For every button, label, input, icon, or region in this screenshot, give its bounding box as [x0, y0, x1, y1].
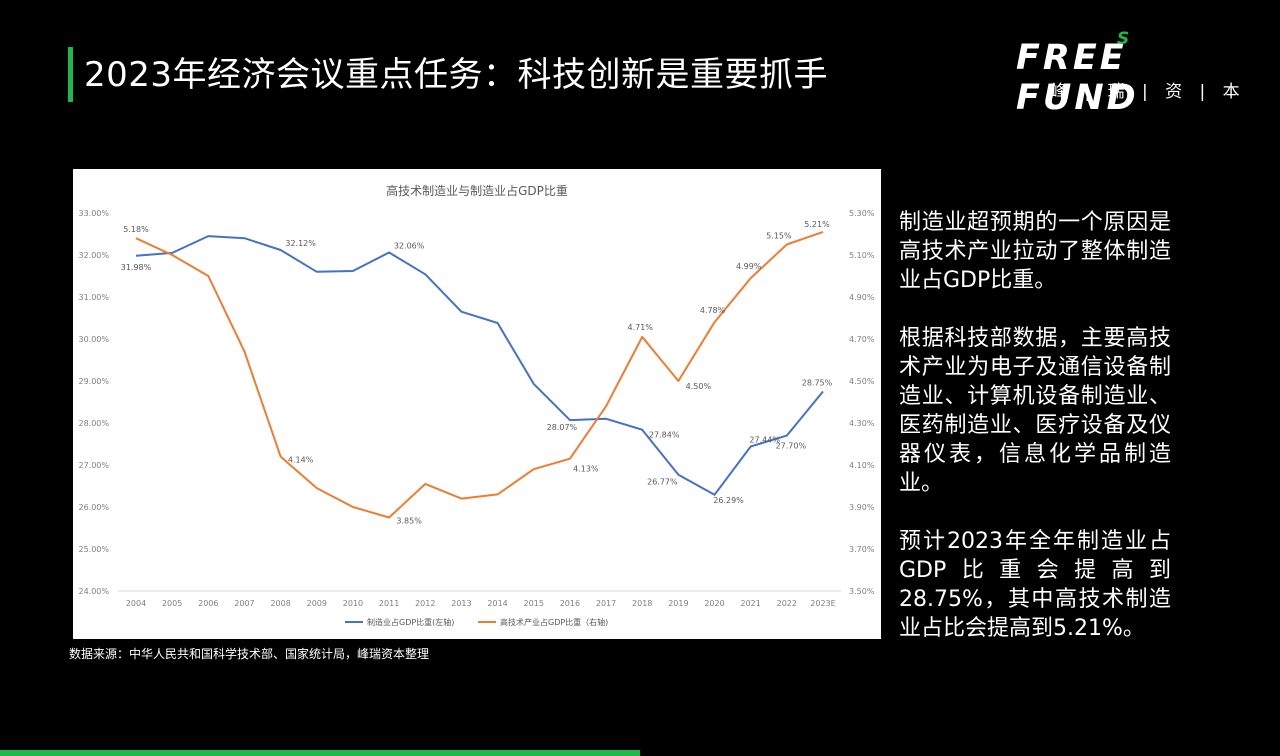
x-tick-label: 2016	[560, 599, 580, 608]
x-tick-label: 2004	[126, 599, 146, 608]
data-label: 31.98%	[121, 263, 152, 272]
data-label: 27.70%	[776, 442, 807, 451]
x-tick-label: 2017	[596, 599, 616, 608]
line-chart: 高技术制造业与制造业占GDP比重 24.00% 25.00% 26.00% 27.00%…	[78, 183, 875, 627]
y-right-tick-label: 3.70%	[849, 545, 875, 554]
y-left-tick-label: 28.00%	[78, 419, 109, 428]
x-tick-label: 2007	[234, 599, 254, 608]
y-left-tick-label: 29.00%	[78, 377, 109, 386]
x-tick-label: 2010	[343, 599, 363, 608]
x-tick-label: 2021	[741, 599, 761, 608]
data-label: 4.14%	[288, 456, 314, 465]
commentary-paragraph-1: 制造业超预期的一个原因是高技术产业拉动了整体制造业占GDP比重。	[899, 210, 1171, 293]
y-left-tick-label: 27.00%	[78, 461, 109, 470]
x-tick-label: 2005	[162, 599, 182, 608]
x-tick-label: 2011	[379, 599, 399, 608]
data-label: 28.07%	[547, 423, 578, 432]
legend-label: 制造业占GDP比重(左轴)	[367, 617, 454, 627]
title-accent-bar	[68, 47, 73, 102]
y-left-tick-label: 30.00%	[78, 335, 109, 344]
data-label: 5.15%	[766, 232, 792, 241]
x-tick-label: 2006	[198, 599, 218, 608]
y-right-tick-label: 4.10%	[849, 461, 875, 470]
logo-wordmark: FREE FUND	[1016, 38, 1139, 118]
data-label: 32.06%	[394, 241, 425, 250]
series-line-hightech	[135, 230, 824, 519]
x-tick-label: 2023E	[810, 599, 835, 608]
data-label: 26.29%	[713, 496, 744, 505]
page-title: 2023年经济会议重点任务：科技创新是重要抓手	[84, 55, 829, 95]
data-label: 3.85%	[396, 517, 422, 526]
x-tick-label: 2018	[632, 599, 652, 608]
legend-label: 高技术产业占GDP比重（右轴)	[500, 617, 608, 627]
y-left-tick-label: 26.00%	[78, 503, 109, 512]
x-tick-label: 2013	[451, 599, 471, 608]
y-left-tick-label: 32.00%	[78, 251, 109, 260]
logo-superscript: S	[1117, 29, 1130, 49]
data-label: 27.84%	[649, 431, 680, 440]
data-label: 28.75%	[802, 379, 833, 388]
y-right-tick-label: 4.30%	[849, 419, 875, 428]
data-label: 27.44%	[749, 436, 780, 445]
brand-logo: FREE FUND S 峰 | 瑞 | 资 | 本	[1016, 29, 1250, 118]
y-right-tick-label: 5.30%	[849, 209, 875, 218]
x-tick-label: 2008	[270, 599, 290, 608]
data-label: 32.12%	[285, 239, 316, 248]
data-label: 5.21%	[804, 220, 830, 229]
y-right-tick-label: 4.70%	[849, 335, 875, 344]
y-left-tick-label: 33.00%	[78, 209, 109, 218]
y-left-tick-label: 24.00%	[78, 587, 109, 596]
data-label: 4.13%	[573, 465, 599, 474]
x-tick-label: 2019	[668, 599, 688, 608]
x-tick-label: 2012	[415, 599, 435, 608]
side-commentary: 制造业超预期的一个原因是高技术产业拉动了整体制造业占GDP比重。 根据科技部数据…	[899, 208, 1171, 672]
x-tick-label: 2015	[524, 599, 544, 608]
source-note: 数据来源：中华人民共和国科学技术部、国家统计局，峰瑞资本整理	[69, 647, 430, 661]
x-tick-label: 2020	[704, 599, 724, 608]
y-left-tick-label: 31.00%	[78, 293, 109, 302]
y-right-tick-label: 3.90%	[849, 503, 875, 512]
data-label: 4.99%	[736, 262, 762, 271]
y-left-tick-label: 25.00%	[78, 545, 109, 554]
data-label: 4.78%	[700, 306, 726, 315]
y-right-tick-label: 4.50%	[849, 377, 875, 386]
chart-panel: 高技术制造业与制造业占GDP比重 24.00% 25.00% 26.00% 27.00%…	[73, 169, 881, 639]
y-right-tick-label: 4.90%	[849, 293, 875, 302]
y-right-tick-label: 3.50%	[849, 587, 875, 596]
chart-title: 高技术制造业与制造业占GDP比重	[386, 183, 568, 198]
y-right-tick-label: 5.10%	[849, 251, 875, 260]
commentary-paragraph-2: 根据科技部数据，主要高技术产业为电子及通信设备制造业、计算机设备制造业、医药制造…	[899, 326, 1171, 496]
bottom-accent-line	[0, 750, 640, 756]
data-label: 4.71%	[627, 323, 653, 332]
series-line-manufacturing	[135, 235, 824, 496]
data-label: 5.18%	[123, 225, 149, 234]
x-tick-label: 2014	[487, 599, 507, 608]
commentary-paragraph-3: 预计2023年全年制造业占GDP比重会提高到28.75%，其中高技术制造业占比会…	[899, 529, 1171, 641]
x-tick-label: 2009	[307, 599, 327, 608]
data-label: 4.50%	[686, 382, 712, 391]
data-label: 26.77%	[647, 478, 678, 487]
x-tick-label: 2022	[777, 599, 797, 608]
logo-subtitle: 峰 | 瑞 | 资 | 本	[1050, 82, 1246, 102]
